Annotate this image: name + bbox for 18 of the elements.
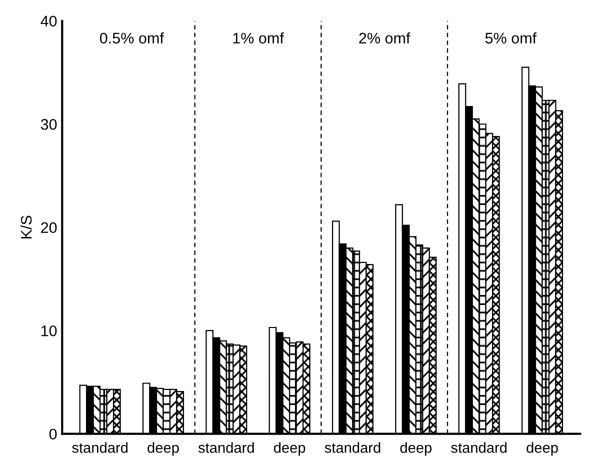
x-tick-label: deep: [400, 442, 432, 456]
annotation: 5% omf: [485, 32, 537, 44]
x-tick-label: deep: [148, 442, 179, 456]
y-tick-label: 30: [40, 118, 57, 130]
x-tick-label: standard: [451, 442, 507, 453]
annotation: 2% omf: [359, 32, 410, 44]
annotation: 0.5% omf: [100, 32, 164, 44]
x-tick-label: standard: [72, 442, 128, 453]
y-tick-label: 0: [49, 428, 57, 440]
x-tick-label: deep: [274, 442, 306, 456]
x-tick-label: standard: [198, 442, 254, 453]
x-tick-label: deep: [526, 442, 558, 456]
y-tick-label: 40: [40, 16, 57, 27]
y-tick-label: 20: [41, 222, 57, 234]
y-axis-title: K/S: [20, 216, 32, 238]
y-tick-label: 10: [41, 325, 57, 336]
annotation: 1% omf: [233, 32, 284, 44]
x-tick-label: standard: [324, 442, 380, 453]
